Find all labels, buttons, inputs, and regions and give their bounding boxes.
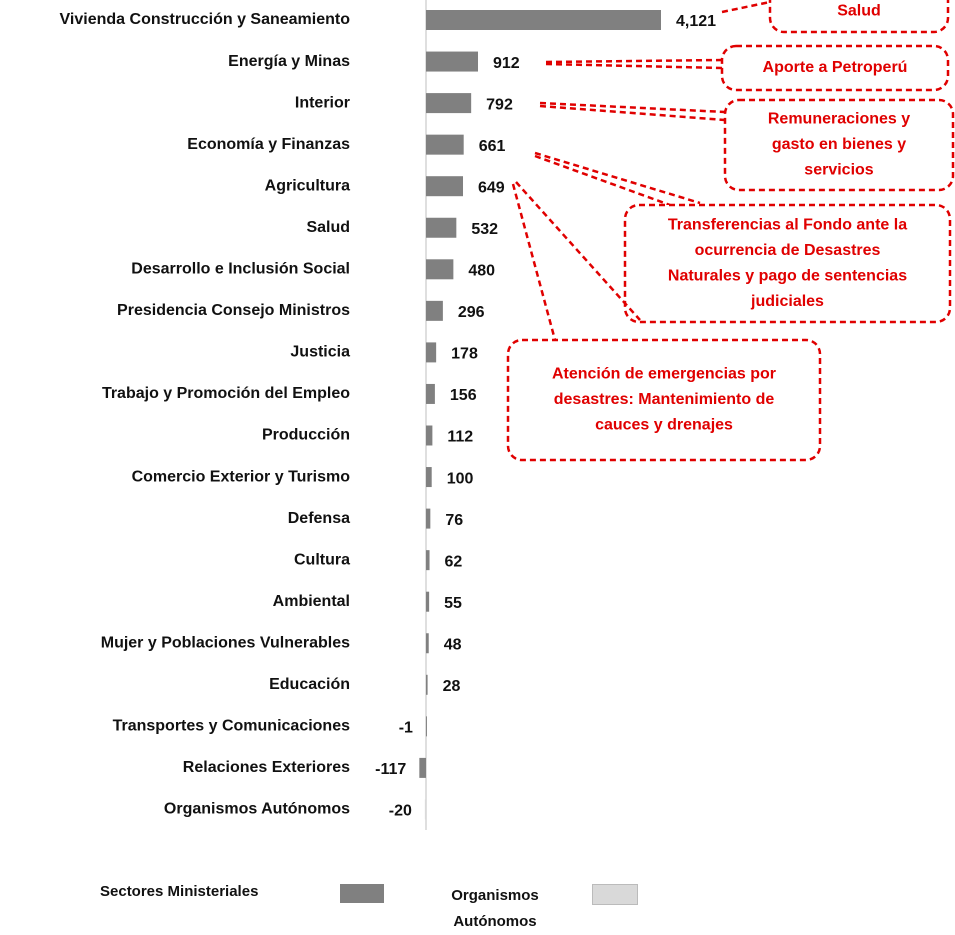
leader-line bbox=[534, 154, 671, 207]
annotation-text: gasto en bienes y bbox=[772, 136, 906, 153]
bar bbox=[426, 342, 437, 363]
data-label: 55 bbox=[444, 595, 462, 612]
y-tick-label: Interior bbox=[295, 94, 350, 111]
y-tick-label: Energía y Minas bbox=[228, 53, 350, 70]
annotation-text: Naturales y pago de sentencias bbox=[668, 267, 907, 284]
bar bbox=[426, 383, 435, 404]
data-label: 100 bbox=[447, 470, 474, 487]
leader-line bbox=[539, 101, 726, 114]
y-tick-label: Desarrollo e Inclusión Social bbox=[131, 261, 350, 278]
leader-line bbox=[534, 151, 701, 205]
annotation-text: Remuneraciones y bbox=[768, 111, 910, 128]
bar bbox=[426, 425, 433, 446]
data-label: -1 bbox=[399, 720, 413, 737]
y-tick-label: Ambiental bbox=[273, 593, 350, 610]
bar bbox=[426, 467, 432, 488]
data-label: 62 bbox=[445, 553, 463, 570]
bar bbox=[426, 10, 661, 30]
y-tick-label: Agricultura bbox=[265, 177, 350, 194]
data-label: 156 bbox=[450, 387, 477, 404]
legend-swatch bbox=[340, 884, 384, 903]
bar bbox=[419, 757, 426, 778]
bar bbox=[426, 550, 430, 571]
data-label: 792 bbox=[486, 96, 513, 113]
bar bbox=[426, 134, 464, 155]
annotation-box bbox=[768, 0, 950, 34]
y-tick-label: Vivienda Construcción y Saneamiento bbox=[60, 11, 351, 28]
data-label: 76 bbox=[445, 512, 463, 529]
y-tick-label: Mujer y Poblaciones Vulnerables bbox=[101, 634, 350, 651]
data-label: 480 bbox=[468, 263, 495, 280]
data-label: 178 bbox=[451, 346, 478, 363]
y-tick-label: Organismos Autónomos bbox=[164, 801, 350, 818]
bar bbox=[426, 217, 457, 238]
annotation-text: Aporte a Petroperú bbox=[763, 59, 908, 76]
legend-swatch bbox=[592, 884, 638, 905]
leader-line bbox=[539, 104, 726, 122]
data-label: 296 bbox=[458, 304, 485, 321]
annotation-text: cauces y drenajes bbox=[595, 417, 733, 434]
bar bbox=[426, 674, 428, 695]
annotation-box bbox=[506, 338, 822, 462]
annotation-box bbox=[623, 203, 952, 324]
annotation-text: judiciales bbox=[750, 293, 824, 310]
annotation-text: Atención de emergencias por bbox=[552, 366, 776, 383]
bar bbox=[426, 591, 430, 612]
y-tick-label: Defensa bbox=[288, 510, 350, 527]
data-label: 661 bbox=[479, 138, 506, 155]
data-label: 532 bbox=[471, 221, 498, 238]
annotation-text: desastres: Mantenimiento de bbox=[554, 391, 775, 408]
data-label: 48 bbox=[444, 636, 462, 653]
annotation-text: ocurrencia de Desastres bbox=[695, 242, 881, 259]
y-tick-label: Transportes y Comunicaciones bbox=[113, 718, 351, 735]
y-tick-label: Justicia bbox=[290, 344, 350, 361]
data-label: 649 bbox=[478, 179, 505, 196]
y-tick-label: Producción bbox=[262, 427, 350, 444]
annotation-text: servicios bbox=[804, 162, 873, 179]
data-label: 4,121 bbox=[676, 13, 716, 30]
bar bbox=[426, 259, 454, 280]
annotation-box bbox=[720, 44, 950, 92]
y-tick-label: Trabajo y Promoción del Empleo bbox=[102, 385, 350, 402]
annotation-box bbox=[723, 98, 955, 192]
bar bbox=[426, 51, 479, 72]
y-tick-label: Presidencia Consejo Ministros bbox=[117, 302, 350, 319]
legend-label: Sectores Ministeriales bbox=[100, 883, 259, 900]
leader-line bbox=[511, 183, 557, 341]
data-label: -117 bbox=[375, 761, 406, 778]
data-label: 912 bbox=[493, 55, 520, 72]
data-label: -20 bbox=[389, 803, 412, 820]
bar bbox=[424, 799, 426, 820]
bar bbox=[426, 633, 429, 654]
bar bbox=[426, 93, 472, 114]
leader-line bbox=[721, 0, 771, 14]
annotation-text: Salud bbox=[837, 3, 881, 20]
y-tick-label: Cultura bbox=[294, 551, 350, 568]
y-tick-label: Educación bbox=[269, 676, 350, 693]
data-label: 112 bbox=[447, 429, 473, 446]
data-label: 28 bbox=[443, 678, 461, 695]
bar bbox=[425, 716, 427, 737]
y-tick-label: Comercio Exterior y Turismo bbox=[132, 468, 351, 485]
bar bbox=[426, 508, 431, 529]
legend-label: Organismos Autónomos bbox=[451, 887, 539, 930]
bar bbox=[426, 300, 443, 321]
leader-line bbox=[515, 181, 641, 321]
leader-line bbox=[545, 58, 723, 64]
y-tick-label: Relaciones Exteriores bbox=[183, 759, 350, 776]
bar bbox=[426, 176, 464, 197]
y-tick-label: Salud bbox=[306, 219, 350, 236]
annotation-text: Transferencias al Fondo ante la bbox=[668, 216, 907, 233]
y-tick-label: Economía y Finanzas bbox=[187, 136, 350, 153]
leader-line bbox=[545, 62, 723, 70]
